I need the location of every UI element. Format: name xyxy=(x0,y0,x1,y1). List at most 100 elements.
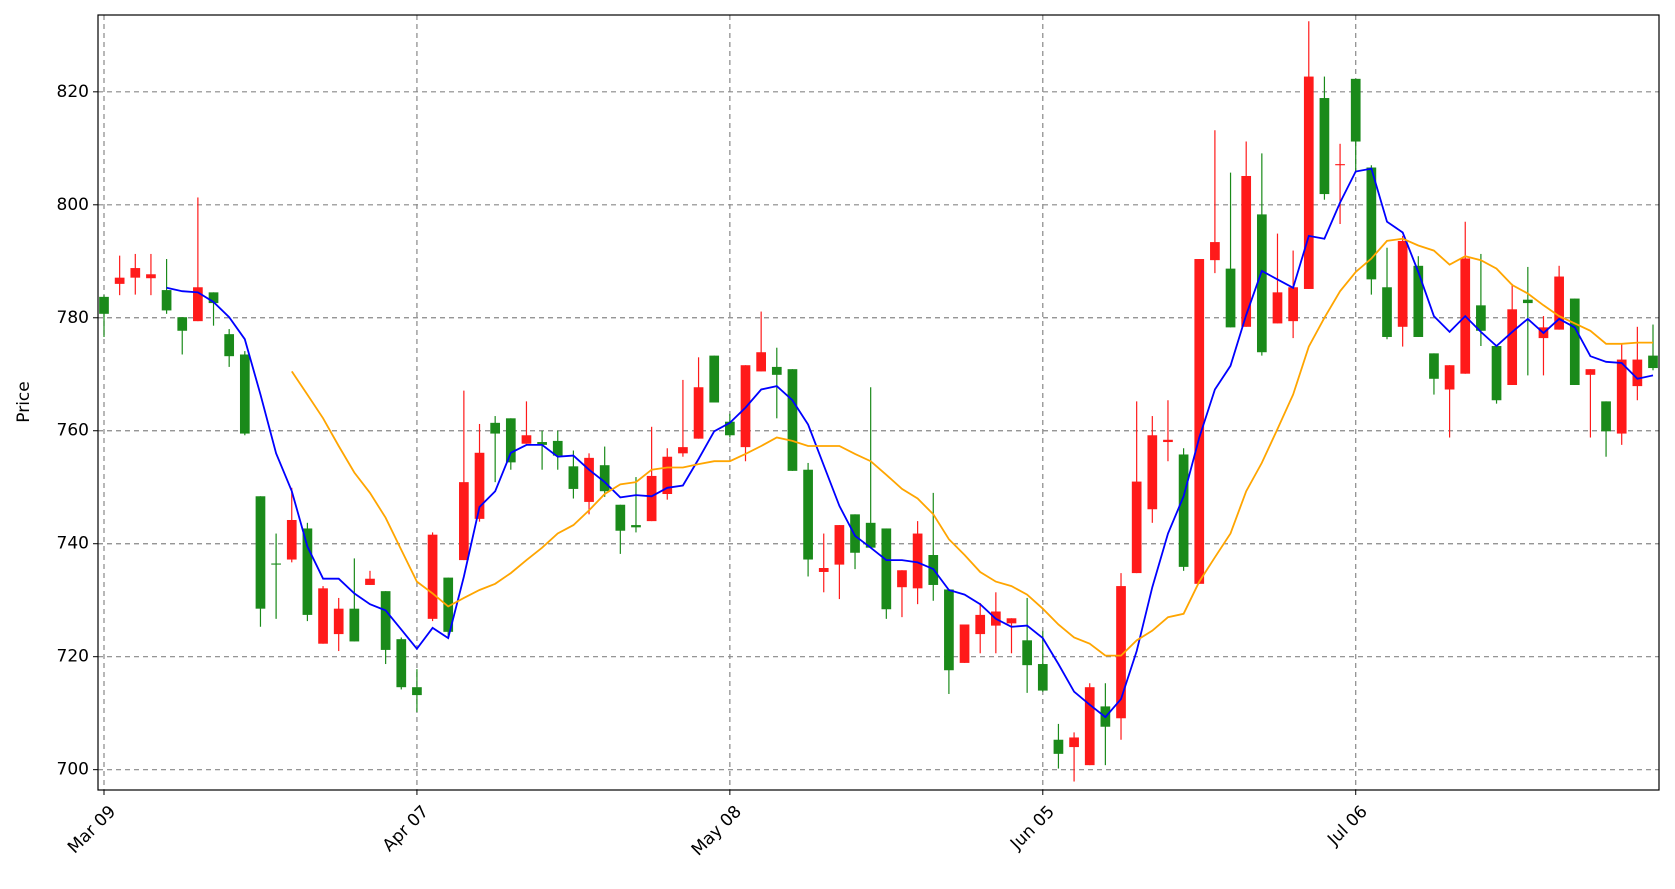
candle-body xyxy=(443,577,454,632)
candle-body xyxy=(771,366,782,375)
y-tick-label: 720 xyxy=(57,647,89,667)
candle-body xyxy=(662,456,673,495)
candle-body xyxy=(615,504,626,531)
candle-body xyxy=(1335,164,1345,166)
candle-body xyxy=(552,440,563,456)
candle-body xyxy=(1616,359,1627,434)
candle-body xyxy=(1084,687,1095,766)
candle-body xyxy=(130,268,141,278)
candle-body xyxy=(1522,299,1533,304)
candle-body xyxy=(1116,586,1126,719)
candle-body xyxy=(1053,739,1064,754)
y-axis-label: Price xyxy=(14,381,34,422)
candle-body xyxy=(505,418,516,463)
candle-body xyxy=(1413,265,1424,337)
candle-body xyxy=(1444,365,1455,390)
plot-frame xyxy=(97,14,1660,791)
candle-body xyxy=(865,522,876,548)
candle-body xyxy=(1256,214,1267,353)
candle-body xyxy=(787,369,798,471)
candle-body xyxy=(912,533,923,589)
candle-body xyxy=(1069,737,1079,748)
candle-body xyxy=(1210,242,1220,261)
candle-body xyxy=(850,514,860,553)
y-tick-label: 760 xyxy=(57,421,89,441)
candle-body xyxy=(944,589,954,671)
candle-body xyxy=(459,482,469,561)
candle-body xyxy=(1241,175,1252,327)
candle-body xyxy=(1601,401,1611,432)
candle-body xyxy=(99,296,109,314)
candle-body xyxy=(302,528,313,615)
candle-body xyxy=(1006,618,1017,624)
candle-body xyxy=(1632,359,1643,387)
candle-body xyxy=(380,591,391,650)
candle-body xyxy=(318,588,328,644)
candle-body xyxy=(959,624,970,663)
candle-body xyxy=(271,563,281,565)
candle-body xyxy=(1476,305,1486,331)
candle-body xyxy=(818,568,829,572)
candle-body xyxy=(693,387,704,439)
candle-body xyxy=(474,452,485,519)
candle-body xyxy=(881,528,892,610)
candle-body xyxy=(709,355,720,403)
candle-body xyxy=(349,608,360,642)
candle-body xyxy=(834,525,845,565)
y-tick-label: 780 xyxy=(57,308,89,328)
candle-body xyxy=(975,614,986,635)
candle-body xyxy=(1554,276,1564,330)
candle-body xyxy=(1491,346,1502,401)
candle-body xyxy=(1397,240,1408,327)
candle-body xyxy=(1163,439,1173,443)
candle-body xyxy=(725,421,735,436)
candle-body xyxy=(1022,640,1032,666)
candle-body xyxy=(1585,369,1596,375)
candle-body xyxy=(1303,76,1314,289)
candle-body xyxy=(255,496,266,609)
moving-average-line xyxy=(291,237,1653,657)
candle-body xyxy=(1178,454,1189,567)
candle-body xyxy=(146,274,156,279)
candle-body xyxy=(1288,287,1298,322)
candle-body xyxy=(1648,355,1658,369)
candle-body xyxy=(161,290,172,311)
candle-body xyxy=(678,447,688,454)
candle-body xyxy=(1569,298,1580,385)
candle-body xyxy=(1366,167,1377,280)
candle-body xyxy=(412,687,422,696)
y-tick-label: 740 xyxy=(57,534,89,554)
candle-body xyxy=(1319,98,1330,195)
candle-body xyxy=(1131,481,1142,574)
candle-body xyxy=(1350,78,1361,142)
candle-body xyxy=(803,469,813,560)
candle-body xyxy=(1272,292,1283,324)
candle-body xyxy=(177,317,188,331)
candle-body xyxy=(756,352,767,372)
candle-body xyxy=(490,422,501,434)
candle-body xyxy=(396,639,407,688)
candle-body xyxy=(286,519,297,560)
candle-body xyxy=(599,465,610,492)
candle-body xyxy=(568,466,579,489)
candle-body xyxy=(1225,268,1236,328)
candle-body xyxy=(521,435,532,444)
y-tick-label: 700 xyxy=(57,760,89,780)
y-tick-label: 820 xyxy=(57,82,89,102)
candle-body xyxy=(114,277,125,284)
candle-body xyxy=(1147,435,1158,510)
y-tick-label: 800 xyxy=(57,195,89,215)
candle-body xyxy=(1507,309,1518,385)
candle-body xyxy=(239,354,250,434)
candle-body xyxy=(897,570,907,588)
candle-body xyxy=(1429,353,1439,379)
candle-body xyxy=(740,365,751,448)
candle-body xyxy=(224,334,235,357)
candle-body xyxy=(333,608,344,635)
candle-body xyxy=(1382,287,1392,337)
candle-body xyxy=(646,475,657,522)
candle-body xyxy=(365,578,375,585)
candle-body xyxy=(427,534,438,619)
